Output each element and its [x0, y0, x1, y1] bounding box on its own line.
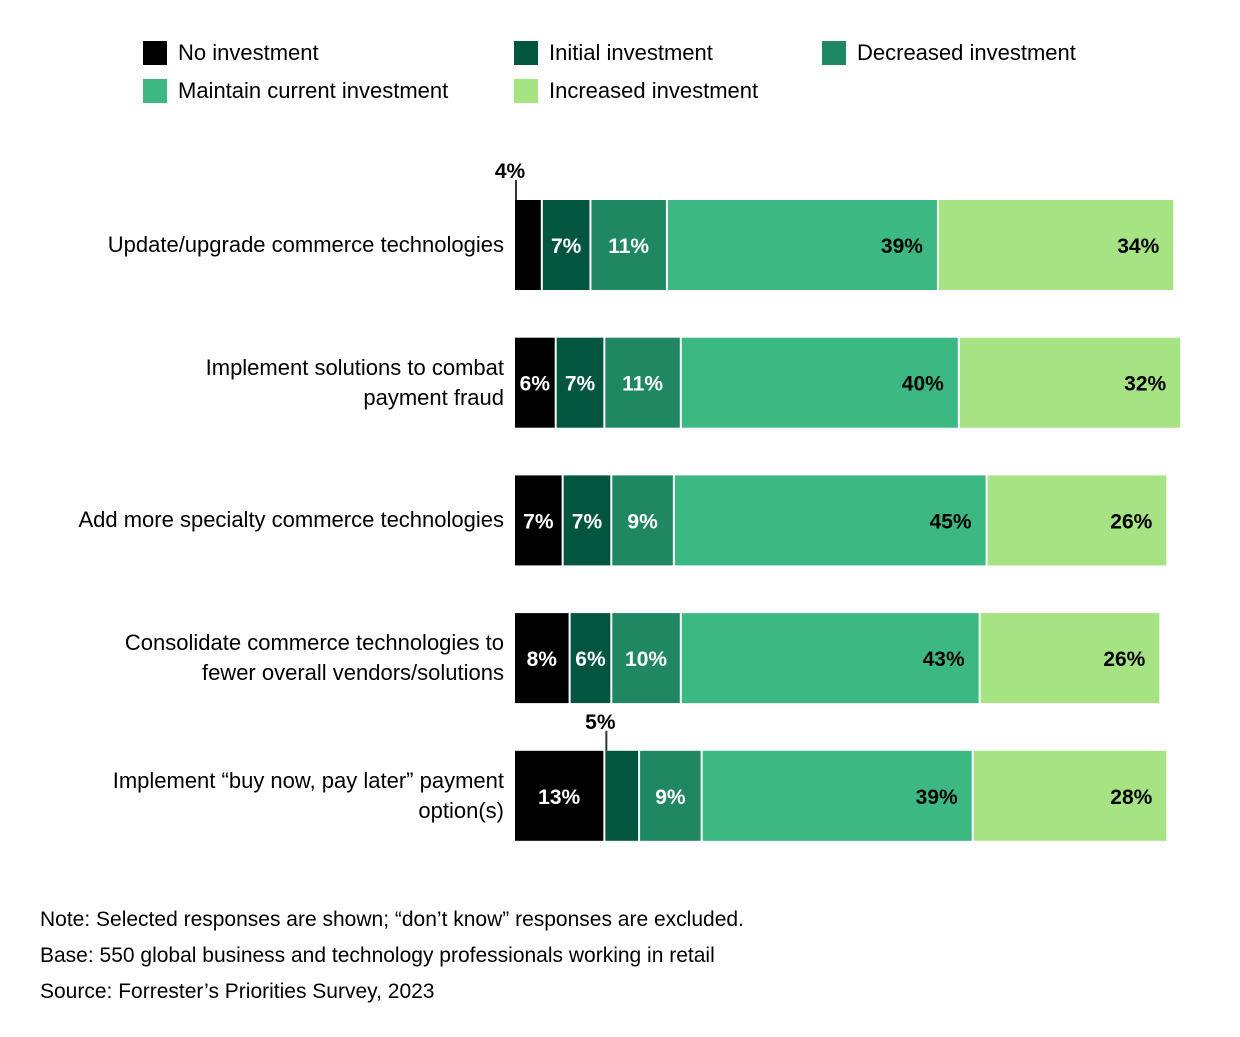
category-label-line: Update/upgrade commerce technologies — [107, 232, 504, 257]
bar-segment — [591, 200, 666, 290]
data-label: 28% — [1110, 786, 1152, 809]
bar-segment — [612, 475, 673, 566]
bar-segment — [570, 613, 611, 704]
category-label-line: Implement solutions to combat — [205, 354, 504, 380]
data-label: 6% — [575, 648, 606, 671]
legend-item-initial-investment: Initial investment — [514, 40, 713, 66]
source-text: Source: Forrester’s Priorities Survey, 2… — [40, 980, 435, 1003]
legend-swatch — [514, 79, 538, 103]
legend-item-decreased-investment: Decreased investment — [822, 40, 1076, 66]
legend-swatch — [822, 41, 846, 65]
legend-item-increased-investment: Increased investment — [514, 78, 758, 104]
bar-segment — [515, 750, 604, 841]
category-label-line: Consolidate commerce technologies to — [124, 630, 504, 656]
legend-swatch — [143, 79, 167, 103]
legend-label: Initial investment — [549, 40, 713, 65]
bar-segment — [987, 475, 1167, 566]
bar-segment — [515, 475, 562, 566]
base-text: Base: 550 global business and technology… — [40, 944, 715, 967]
bar-segment — [515, 337, 555, 428]
bar-segment — [980, 613, 1160, 704]
bar-segment — [959, 337, 1181, 428]
legend-item-no-investment: No investment — [143, 40, 319, 66]
legend-swatch — [514, 41, 538, 65]
data-label: 7% — [565, 373, 596, 396]
category-label-line: Add more specialty commerce technologies — [78, 507, 504, 533]
data-label: 11% — [608, 235, 649, 258]
bar-segment — [563, 475, 611, 566]
category-label: Implement “buy now, pay later” payment op… — [4, 766, 504, 826]
data-label: 13% — [538, 786, 580, 809]
category-label: Consolidate commerce technologies to fewe… — [4, 628, 504, 688]
category-label-line: fewer overall vendors/solutions — [201, 660, 504, 686]
data-label: 5% — [585, 711, 616, 734]
data-label: 32% — [1124, 373, 1166, 396]
data-label: 9% — [627, 510, 658, 533]
category-label: Update/upgrade commerce technologies — [4, 230, 504, 260]
legend-label: Decreased investment — [857, 40, 1076, 65]
category-label: Implement solutions to combat payment fra… — [4, 353, 504, 413]
data-label: 39% — [916, 786, 958, 809]
data-label: 7% — [551, 235, 582, 258]
data-label: 6% — [520, 373, 551, 396]
bar-segment — [556, 337, 604, 428]
data-label: 43% — [923, 648, 965, 671]
legend-swatch — [143, 41, 167, 65]
data-label: 45% — [930, 510, 972, 533]
bar-segment — [681, 337, 958, 428]
data-label: 10% — [625, 648, 667, 671]
note-text: Note: Selected responses are shown; “don… — [40, 908, 744, 931]
data-label: 9% — [655, 786, 686, 809]
category-label-line: Implement “buy now, pay later” payment — [112, 767, 504, 793]
bar-segment — [605, 337, 680, 428]
category-label-line: option(s) — [418, 797, 504, 823]
bar-segment — [605, 750, 639, 841]
legend-label: Maintain current investment — [178, 78, 449, 103]
bar-segment — [674, 475, 986, 566]
bar-segment — [938, 200, 1174, 290]
data-label: 40% — [902, 373, 944, 396]
bar-segment — [702, 750, 972, 841]
data-label: 11% — [622, 373, 663, 396]
legend-label: No investment — [178, 40, 319, 65]
bar-segment — [515, 613, 569, 704]
legend-label: Increased investment — [549, 78, 759, 103]
bar-segment — [681, 613, 979, 704]
data-label: 4% — [495, 160, 526, 183]
bar-segment — [515, 200, 541, 290]
data-label: 39% — [881, 235, 923, 258]
bar-segment — [612, 613, 680, 704]
bar-segment — [640, 750, 701, 841]
data-label: 7% — [523, 510, 554, 533]
category-label: Add more specialty commerce technologies — [4, 505, 504, 535]
data-label: 26% — [1103, 648, 1145, 671]
bar-segment — [973, 750, 1167, 841]
data-label: 34% — [1117, 235, 1159, 258]
data-label: 26% — [1110, 510, 1152, 533]
bar-segment — [667, 200, 937, 290]
data-label: 8% — [527, 648, 558, 671]
legend-item-maintain-investment: Maintain current investment — [143, 78, 448, 104]
data-label: 7% — [572, 510, 603, 533]
bar-segment — [542, 200, 590, 290]
category-label-line: payment fraud — [363, 384, 504, 410]
